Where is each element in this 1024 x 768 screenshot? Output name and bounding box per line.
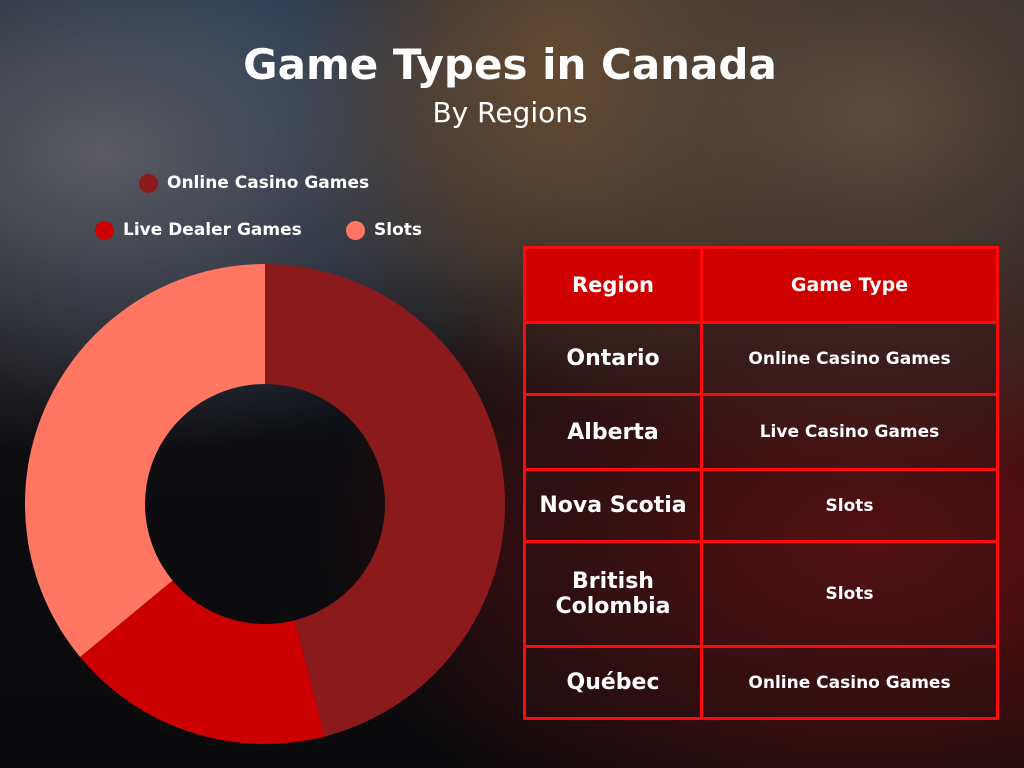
legend-item-online-casino: Online Casino Games — [139, 173, 369, 193]
donut-slice-live-dealer-games — [80, 580, 325, 744]
cell-game-type: Slots — [700, 468, 999, 543]
cell-game-type: Online Casino Games — [700, 645, 999, 720]
cell-region: Québec — [523, 645, 703, 720]
cell-region: Ontario — [523, 321, 703, 396]
table-row: Alberta Live Casino Games — [523, 393, 999, 471]
cell-region: Nova Scotia — [523, 468, 703, 543]
header-game-type: Game Type — [700, 246, 999, 324]
cell-region: Alberta — [523, 393, 703, 471]
cell-game-type: Live Casino Games — [700, 393, 999, 471]
region-table: Region Game Type Ontario Online Casino G… — [523, 246, 999, 720]
table-row: Ontario Online Casino Games — [523, 321, 999, 396]
legend-dot-icon — [95, 220, 114, 240]
legend-dot-icon — [139, 173, 158, 193]
table-header-row: Region Game Type — [523, 246, 999, 324]
legend-label: Live Dealer Games — [123, 220, 302, 240]
cell-game-type: Online Casino Games — [700, 321, 999, 396]
legend-item-live-dealer: Live Dealer Games — [95, 220, 302, 240]
cell-region: British Colombia — [523, 540, 703, 648]
legend-item-slots: Slots — [346, 220, 422, 240]
chart-subtitle: By Regions — [432, 96, 588, 129]
legend-label: Slots — [374, 220, 422, 240]
legend-dot-icon — [346, 220, 365, 240]
table-row: Québec Online Casino Games — [523, 645, 999, 720]
chart-title: Game Types in Canada — [243, 40, 777, 89]
donut-slice-online-casino-games — [265, 264, 505, 737]
donut-slice-slots — [25, 264, 265, 657]
table-row: British Colombia Slots — [523, 540, 999, 648]
donut-chart — [25, 264, 505, 744]
header-region: Region — [523, 246, 703, 324]
table-row: Nova Scotia Slots — [523, 468, 999, 543]
legend-label: Online Casino Games — [167, 173, 370, 193]
cell-game-type: Slots — [700, 540, 999, 648]
